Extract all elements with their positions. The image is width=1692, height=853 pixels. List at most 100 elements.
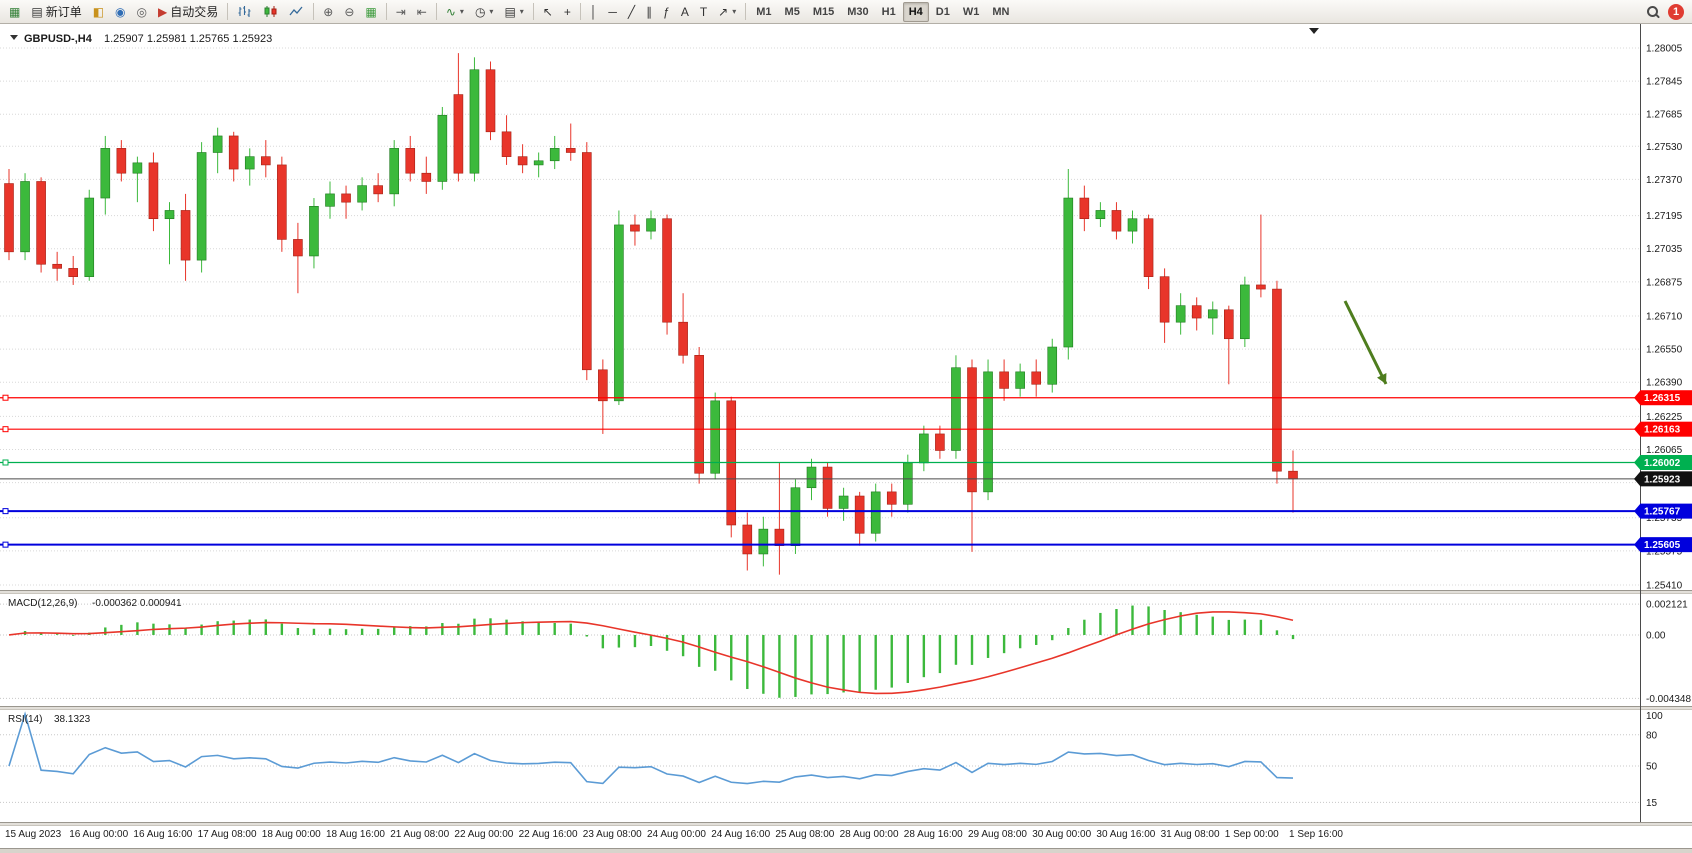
timeframe-mn-button[interactable]: MN [986,2,1015,22]
svg-text:1.27370: 1.27370 [1646,175,1683,186]
text-label-button[interactable]: T [695,2,712,22]
bar-chart-button[interactable] [232,2,257,22]
market-watch-icon: ◧ [92,4,105,19]
hline-handle[interactable] [2,541,9,548]
svg-text:1.25923: 1.25923 [1644,474,1681,485]
crosshair-button[interactable]: + [559,2,576,22]
search-icon [1645,4,1660,19]
terminal-icon: ◎ [136,4,148,19]
bar-chart-icon [238,6,251,17]
toolbar-separator [435,3,437,20]
svg-text:1.27195: 1.27195 [1646,211,1683,222]
svg-text:30 Aug 16:00: 30 Aug 16:00 [1096,829,1155,840]
svg-text:1.27845: 1.27845 [1646,77,1683,88]
timeframe-h1-button[interactable]: H1 [876,2,902,22]
timeframe-m15-button[interactable]: M15 [807,2,840,22]
svg-text:1.27035: 1.27035 [1646,244,1683,255]
indicators-button[interactable]: ∿ ▾ [441,2,469,22]
zoom-in-button[interactable]: ⊕ [318,2,338,22]
candles [4,53,1298,575]
arrow-annotation[interactable] [1343,300,1388,385]
auto-trading-label: 自动交易 [170,5,219,19]
new-chart-button[interactable]: ▦ [4,2,25,22]
auto-trading-button[interactable]: ▶ 自动交易 [153,2,223,22]
chart-area[interactable]: 1.28005 1.27845 1.27685 1.27530 1.27370 1.271… [0,24,1692,848]
svg-text:15: 15 [1646,798,1658,809]
timeframe-m1-button[interactable]: M1 [750,2,777,22]
svg-text:0.00: 0.00 [1646,630,1666,641]
price-badge [1640,454,1692,470]
toolbar-separator [532,3,534,20]
navigator-icon: ◉ [115,4,126,19]
crosshair-icon: + [563,4,571,19]
hline-handle[interactable] [2,394,9,401]
chart-shift-marker[interactable] [1309,28,1319,34]
channel-button[interactable]: ∥ [641,2,657,22]
svg-text:1.25605: 1.25605 [1644,540,1681,551]
panel-separator[interactable] [0,590,1692,594]
indicators-icon: ∿ [445,4,456,19]
new-order-icon: ▤ [31,4,43,19]
panel-separator[interactable] [0,706,1692,710]
vertical-line-button[interactable]: │ [585,2,603,22]
window-bottom-edge [0,848,1692,853]
terminal-button[interactable]: ◎ [132,2,152,22]
text-button[interactable]: A [676,2,694,22]
svg-text:1.26163: 1.26163 [1644,425,1681,436]
panel-separator[interactable] [0,822,1692,826]
fibonacci-button[interactable]: ƒ [658,2,675,22]
svg-text:1.28005: 1.28005 [1646,44,1683,55]
price-badge-notch [1634,537,1640,552]
zoom-out-button[interactable]: ⊖ [339,2,359,22]
svg-text:1.26390: 1.26390 [1646,378,1683,389]
candlestick-chart-button[interactable] [258,2,283,22]
timeframe-m5-button[interactable]: M5 [779,2,806,22]
hline-handle[interactable] [2,426,9,433]
hline-handle[interactable] [2,459,9,466]
svg-text:25 Aug 08:00: 25 Aug 08:00 [775,829,834,840]
new-order-button[interactable]: ▤ 新订单 [26,2,86,22]
horizontal-line-button[interactable]: ─ [603,2,622,22]
hline-handle[interactable] [2,508,9,515]
cursor-button[interactable]: ↖ [538,2,558,22]
vertical-line-icon: │ [589,4,598,19]
notification-badge[interactable]: 1 [1668,3,1684,20]
chevron-down-icon: ▾ [459,7,464,16]
templates-button[interactable]: ▤ ▾ [499,2,528,22]
timeframe-d1-button[interactable]: D1 [930,2,956,22]
price-badge-notch [1634,422,1640,437]
auto-scroll-button[interactable]: ⇥ [391,2,411,22]
timeframe-w1-button[interactable]: W1 [957,2,986,22]
toolbar-separator [579,3,581,20]
macd-signal-line [8,611,1294,695]
clock-icon: ◷ [474,4,486,19]
macd-histogram [23,605,1295,698]
timeframe-m30-button[interactable]: M30 [841,2,874,22]
zoom-in-icon: ⊕ [323,4,334,19]
time-axis[interactable]: 15 Aug 2023 16 Aug 00:00 16 Aug 16:00 17 Au… [5,829,1343,840]
chart-shift-button[interactable]: ⇤ [412,2,432,22]
chart-canvas[interactable]: 1.28005 1.27845 1.27685 1.27530 1.27370 1.271… [0,24,1692,843]
search-button[interactable] [1640,2,1665,22]
periods-button[interactable]: ◷ ▾ [470,2,499,22]
price-badge [1640,390,1692,406]
toolbar-separator [745,3,747,20]
market-watch-button[interactable]: ◧ [88,2,109,22]
price-badge-notch [1634,471,1640,486]
arrow-object-icon: ↗ [718,4,729,19]
main-toolbar: ▦ ▤ 新订单 ◧ ◉ ◎ ▶ 自动交易 ⊕ ⊖ ▦ ⇥ ⇤ ∿ ▾ ◷ ▾ ▤ ▾ ↖ … [0,0,1692,24]
timeframe-h4-button[interactable]: H4 [902,1,929,22]
new-chart-icon: ▦ [9,4,21,19]
svg-text:1 Sep 00:00: 1 Sep 00:00 [1225,829,1279,840]
trendline-button[interactable]: ╱ [623,2,640,22]
symbol-dropdown-icon[interactable] [10,35,18,40]
arrows-button[interactable]: ↗ ▾ [713,2,741,22]
line-chart-button[interactable] [284,2,309,22]
tile-windows-button[interactable]: ▦ [360,2,381,22]
navigator-button[interactable]: ◉ [110,2,130,22]
chevron-down-icon: ▾ [519,7,524,16]
svg-text:1 Sep 16:00: 1 Sep 16:00 [1289,829,1343,840]
svg-text:1.26315: 1.26315 [1644,393,1681,404]
price-badge-notch [1634,455,1640,470]
rsi-title: RSI(14) [8,714,42,725]
